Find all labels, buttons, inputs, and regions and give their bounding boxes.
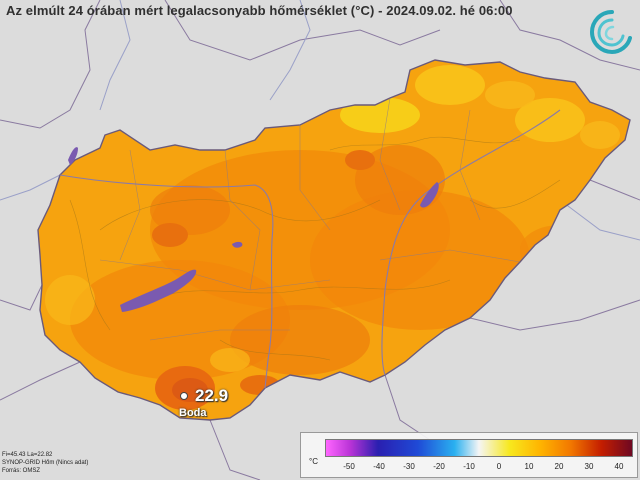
- lake-tisza: [420, 182, 439, 208]
- tisza-river: [381, 109, 561, 376]
- legend-tick-label: -40: [373, 462, 385, 471]
- footer-info: Fi=45.43 La=22.82 SYNOP-GRID Hőm (Nincs …: [2, 451, 88, 475]
- neighbor-rivers: [0, 0, 640, 241]
- legend-unit-label: °C: [309, 457, 318, 466]
- footer-coordinates: Fi=45.43 La=22.82: [2, 452, 53, 458]
- station-name-label: Boda: [179, 407, 207, 419]
- legend-tick-label: 40: [614, 462, 624, 471]
- country-border: [37, 59, 631, 421]
- legend-tick-label: 30: [584, 462, 594, 471]
- legend-tick-label: -20: [433, 462, 445, 471]
- legend-tick-label: 0: [496, 462, 502, 471]
- lake-balaton: [120, 269, 197, 312]
- station-temperature-value: 22.9: [195, 386, 229, 405]
- lakes: [68, 147, 439, 312]
- footer-source: Forrás: OMSZ: [2, 468, 41, 474]
- legend-tick-labels: -50 -40 -30 -20 -10 0 10 20 30 40: [325, 462, 631, 474]
- footer-source-grid: SYNOP-GRID Hőm (Nincs adat): [2, 460, 89, 466]
- legend-color-bar: [325, 439, 633, 457]
- map-title: Az elmúlt 24 órában mért legalacsonyabb …: [6, 3, 513, 18]
- legend-tick-label: -10: [463, 462, 475, 471]
- station-dot-icon: [180, 392, 188, 400]
- legend-tick-label: -30: [403, 462, 415, 471]
- color-legend: °C -50 -40 -30 -20 -10 0 10 20 30 40: [300, 432, 638, 478]
- legend-tick-label: -50: [343, 462, 355, 471]
- legend-tick-label: 10: [524, 462, 534, 471]
- lake-neusiedl: [68, 147, 78, 165]
- lake-velence: [232, 241, 243, 248]
- legend-tick-label: 20: [554, 462, 564, 471]
- met-service-swirl-icon: [589, 10, 632, 55]
- rivers: [59, 109, 561, 389]
- danube-river: [59, 174, 274, 389]
